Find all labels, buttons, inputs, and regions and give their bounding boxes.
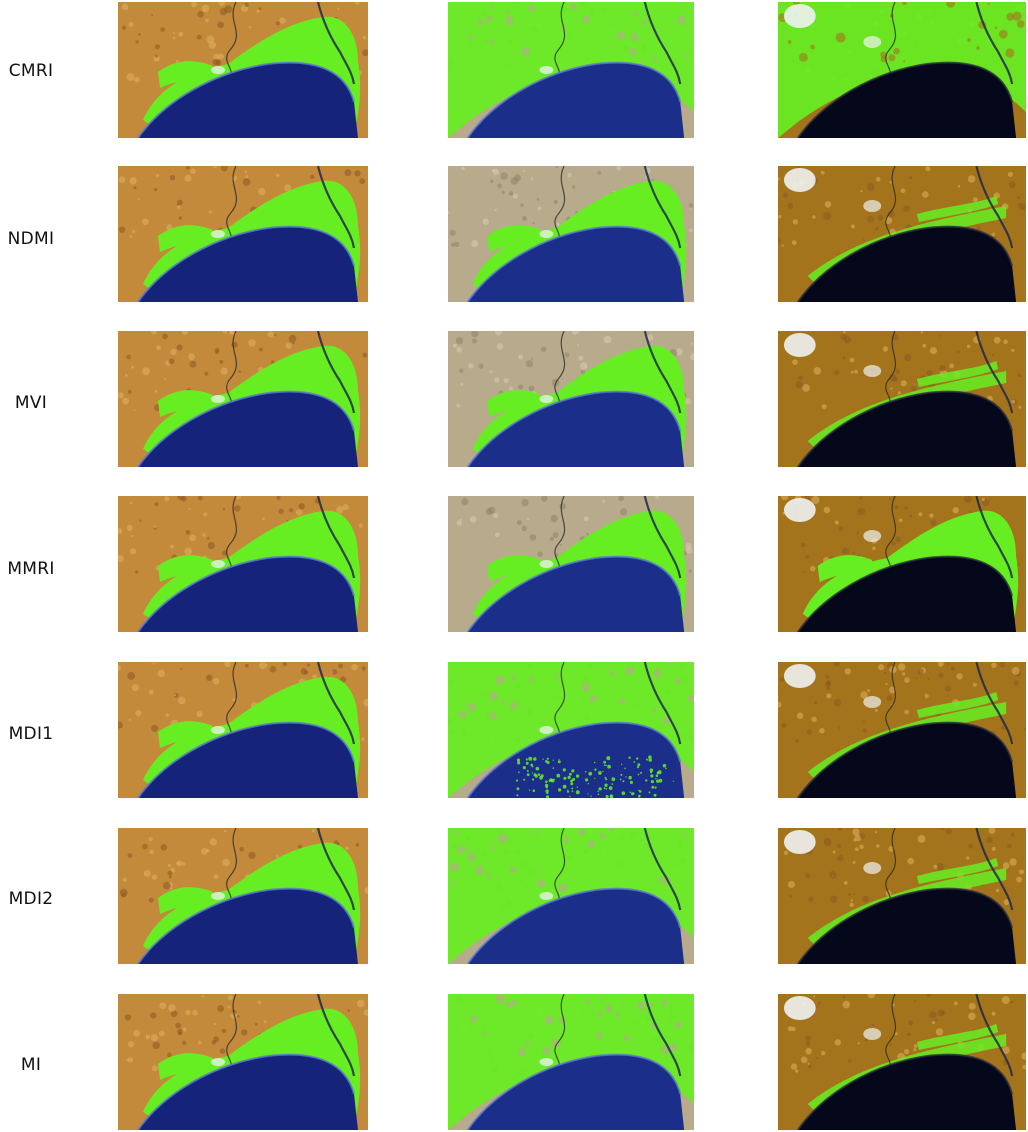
- classification-map-row7-col3: [778, 994, 1026, 1130]
- classification-map-row2-col3: [778, 166, 1026, 302]
- row-label-mdi2: MDI2: [8, 889, 54, 909]
- classification-map-row5-col3: [778, 662, 1026, 798]
- classification-map-row3-col1: [118, 331, 368, 467]
- map-image: [448, 662, 694, 798]
- map-image: [118, 828, 368, 964]
- map-image: [118, 662, 368, 798]
- map-image: [778, 496, 1026, 632]
- map-image: [778, 166, 1026, 302]
- map-image: [778, 662, 1026, 798]
- map-image: [118, 2, 368, 138]
- classification-map-row1-col2: [448, 2, 694, 138]
- row-label-mi: MI: [20, 1055, 42, 1075]
- map-image: [118, 496, 368, 632]
- classification-map-row6-col2: [448, 828, 694, 964]
- classification-map-row7-col1: [118, 994, 368, 1130]
- classification-map-row5-col1: [118, 662, 368, 798]
- map-image: [778, 994, 1026, 1130]
- classification-map-row2-col2: [448, 166, 694, 302]
- classification-map-row7-col2: [448, 994, 694, 1130]
- map-image: [448, 496, 694, 632]
- map-image: [448, 994, 694, 1130]
- row-label-ndmi: NDMI: [7, 229, 55, 249]
- classification-map-row4-col1: [118, 496, 368, 632]
- classification-map-row3-col2: [448, 331, 694, 467]
- map-image: [118, 994, 368, 1130]
- map-image: [118, 166, 368, 302]
- row-label-mvi: MVI: [14, 393, 48, 413]
- classification-map-row6-col3: [778, 828, 1026, 964]
- map-image: [778, 331, 1026, 467]
- row-label-mdi1: MDI1: [8, 724, 54, 744]
- classification-map-row4-col2: [448, 496, 694, 632]
- map-image: [448, 2, 694, 138]
- classification-map-row4-col3: [778, 496, 1026, 632]
- classification-map-row3-col3: [778, 331, 1026, 467]
- map-image: [118, 331, 368, 467]
- row-label-cmri: CMRI: [8, 61, 54, 81]
- map-image: [448, 166, 694, 302]
- classification-map-row1-col1: [118, 2, 368, 138]
- map-image: [448, 331, 694, 467]
- classification-map-row6-col1: [118, 828, 368, 964]
- classification-map-row5-col2: [448, 662, 694, 798]
- map-image: [448, 828, 694, 964]
- map-image: [778, 828, 1026, 964]
- map-image: [778, 2, 1026, 138]
- classification-map-row2-col1: [118, 166, 368, 302]
- row-label-mmri: MMRI: [7, 559, 55, 579]
- classification-map-row1-col3: [778, 2, 1026, 138]
